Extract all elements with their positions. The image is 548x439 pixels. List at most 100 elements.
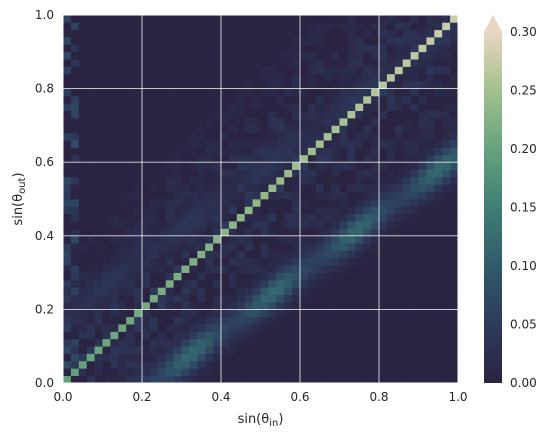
heatmap-cell: [181, 95, 190, 104]
heatmap-cell: [394, 353, 404, 362]
heatmap-cell: [371, 81, 380, 89]
heatmap-cell: [260, 279, 269, 288]
heatmap-cell: [268, 140, 277, 148]
heatmap-cell: [331, 88, 340, 97]
heatmap-cell: [442, 22, 451, 31]
y-tick-label: 0.4: [35, 229, 54, 243]
heatmap-cell: [78, 191, 88, 200]
heatmap-cell: [228, 243, 238, 251]
heatmap-cell: [434, 360, 443, 369]
heatmap-cell: [402, 140, 411, 148]
heatmap-cell: [268, 29, 277, 38]
heatmap-cell: [244, 132, 253, 141]
heatmap-cell: [450, 103, 459, 112]
heatmap-cell: [157, 51, 167, 60]
heatmap-cell: [347, 250, 356, 259]
heatmap-cell: [173, 250, 182, 259]
heatmap-cell: [70, 360, 80, 369]
heatmap-cell: [426, 346, 435, 354]
heatmap-cell: [284, 110, 293, 119]
heatmap-cell: [228, 287, 238, 296]
heatmap-cell: [386, 243, 396, 251]
heatmap-cell: [102, 22, 111, 31]
heatmap-cell: [331, 228, 340, 237]
heatmap-cell: [402, 95, 411, 104]
heatmap-cell: [197, 213, 206, 222]
heatmap-cell: [315, 324, 325, 332]
heatmap-cell: [134, 324, 143, 332]
heatmap-cell: [402, 81, 411, 89]
heatmap-cell: [78, 125, 88, 134]
heatmap-cell: [189, 250, 198, 259]
heatmap-cell: [363, 154, 372, 163]
heatmap-cell: [118, 118, 127, 126]
heatmap-cell: [434, 22, 443, 31]
heatmap-cell: [142, 29, 151, 38]
heatmap-cell: [339, 73, 348, 82]
heatmap-cell: [331, 250, 340, 259]
heatmap-cell: [442, 169, 451, 178]
heatmap-cell: [110, 360, 119, 369]
heatmap-cell: [149, 250, 159, 259]
heatmap-cell: [149, 206, 159, 215]
heatmap-cell: [189, 324, 198, 332]
heatmap-cell: [339, 59, 348, 67]
heatmap-cell: [181, 243, 190, 251]
heatmap-cell: [394, 294, 404, 303]
heatmap-cell: [142, 169, 151, 178]
heatmap-cell: [70, 353, 80, 362]
heatmap-cell: [228, 324, 238, 332]
heatmap-cell: [197, 95, 206, 104]
heatmap-cell: [442, 154, 451, 163]
heatmap-cell: [205, 221, 214, 229]
heatmap-cell: [221, 147, 230, 156]
heatmap-cell: [173, 302, 182, 310]
heatmap-cell: [78, 346, 88, 354]
heatmap-cell: [418, 81, 427, 89]
heatmap-cell: [197, 243, 206, 251]
heatmap-cell: [197, 110, 206, 119]
heatmap-cell: [205, 272, 214, 281]
heatmap-cell: [386, 169, 396, 178]
heatmap-cell: [94, 73, 103, 82]
heatmap-cell: [228, 22, 238, 31]
heatmap-cell: [307, 140, 317, 148]
heatmap-cell: [355, 272, 364, 281]
heatmap-cell: [173, 353, 182, 362]
heatmap-cell: [315, 147, 325, 156]
heatmap-cell: [63, 66, 72, 75]
heatmap-cell: [284, 279, 293, 288]
heatmap-cell: [402, 375, 411, 384]
heatmap-cell: [78, 162, 88, 170]
heatmap-cell: [78, 176, 88, 185]
heatmap-cell: [181, 66, 190, 75]
heatmap-cell: [213, 199, 222, 207]
heatmap-cell: [426, 184, 435, 192]
heatmap-cell: [442, 228, 451, 237]
heatmap-cell: [149, 184, 159, 192]
heatmap-cell: [236, 331, 246, 340]
heatmap-cell: [102, 228, 111, 237]
heatmap-cell: [300, 338, 309, 347]
heatmap-cell: [63, 272, 72, 281]
heatmap-cell: [205, 51, 214, 60]
heatmap-cell: [149, 37, 159, 45]
heatmap-cell: [102, 169, 111, 178]
colorbar-extend-arrow: [484, 15, 502, 32]
heatmap-cell: [260, 103, 269, 112]
heatmap-cell: [126, 221, 135, 229]
heatmap-cell: [268, 110, 277, 119]
heatmap-cell: [244, 66, 253, 75]
heatmap-cell: [244, 29, 253, 38]
heatmap-cell: [110, 44, 119, 53]
heatmap-cell: [434, 66, 443, 75]
heatmap-cell: [197, 206, 206, 215]
heatmap-cell: [236, 368, 246, 376]
heatmap-cell: [331, 140, 340, 148]
heatmap-cell: [276, 51, 285, 60]
heatmap-cell: [347, 375, 356, 384]
heatmap-cell: [205, 118, 214, 126]
heatmap-cell: [323, 324, 332, 332]
heatmap-cell: [157, 103, 167, 112]
heatmap-cell: [386, 88, 396, 97]
